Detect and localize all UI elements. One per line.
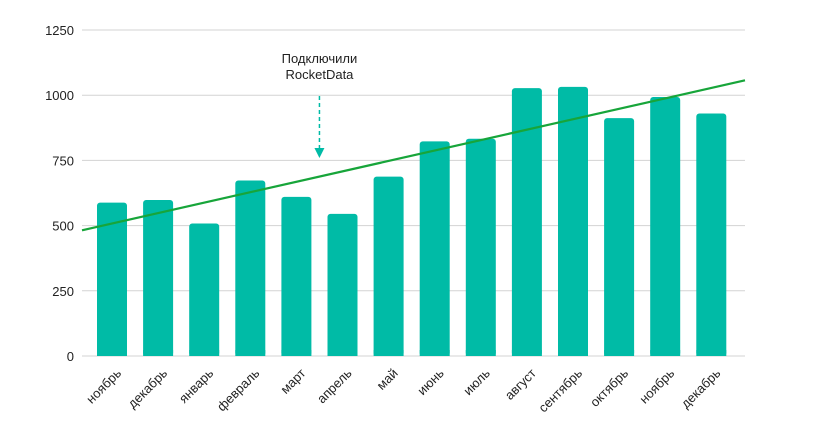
bar-base bbox=[189, 350, 220, 356]
x-tick-label: август bbox=[502, 365, 539, 402]
bar bbox=[327, 213, 358, 356]
bar-base bbox=[143, 350, 174, 356]
bar-base bbox=[558, 350, 588, 356]
bar-base bbox=[650, 350, 681, 356]
y-tick-label: 1250 bbox=[45, 23, 74, 38]
bar bbox=[97, 202, 127, 356]
x-tick-label: октябрь bbox=[587, 365, 631, 409]
bar bbox=[604, 118, 635, 357]
bar bbox=[143, 200, 174, 356]
bar-base bbox=[373, 350, 404, 356]
annotation-line-2: RocketData bbox=[285, 67, 354, 82]
bar-series bbox=[97, 86, 727, 357]
bar bbox=[558, 86, 588, 356]
bar-base bbox=[465, 350, 496, 356]
x-tick-label: февраль bbox=[214, 365, 263, 414]
bar-base bbox=[235, 350, 266, 356]
y-axis: 0 250 500 750 1000 1250 bbox=[45, 23, 74, 364]
y-tick-label: 1000 bbox=[45, 88, 74, 103]
gridlines bbox=[82, 29, 745, 357]
bar bbox=[650, 97, 681, 356]
x-tick-label: декабрь bbox=[125, 365, 171, 411]
x-tick-label: июнь bbox=[414, 365, 447, 398]
x-tick-label: декабрь bbox=[678, 365, 724, 411]
bar bbox=[419, 141, 450, 356]
bar bbox=[189, 223, 220, 356]
x-tick-label: май bbox=[374, 366, 401, 393]
bar bbox=[696, 113, 727, 357]
y-tick-label: 750 bbox=[52, 153, 74, 168]
x-tick-label: сентябрь bbox=[535, 365, 585, 415]
y-tick-label: 0 bbox=[67, 349, 74, 364]
bar-base bbox=[281, 350, 312, 356]
bar-base bbox=[604, 350, 635, 356]
bar bbox=[465, 138, 496, 356]
x-tick-label: март bbox=[277, 365, 308, 396]
annotation-line-1: Подключили bbox=[282, 51, 358, 66]
bar bbox=[235, 180, 266, 356]
y-tick-label: 500 bbox=[52, 219, 74, 234]
x-tick-label: апрель bbox=[314, 365, 355, 406]
trend-line-group bbox=[81, 79, 746, 232]
x-tick-label: январь bbox=[176, 365, 217, 406]
annotation: Подключили RocketData bbox=[282, 51, 358, 158]
bar bbox=[373, 176, 404, 356]
bar-base bbox=[696, 350, 727, 356]
x-tick-label: ноябрь bbox=[83, 365, 124, 406]
annotation-arrow-head bbox=[314, 148, 325, 158]
x-tick-label: ноябрь bbox=[636, 365, 677, 406]
bar-base bbox=[327, 350, 358, 356]
bar bbox=[281, 196, 312, 356]
bar-base bbox=[511, 350, 542, 356]
bar-base bbox=[97, 350, 127, 356]
x-tick-label: июль bbox=[460, 365, 493, 398]
y-tick-label: 250 bbox=[52, 284, 74, 299]
bar bbox=[511, 88, 542, 357]
trend-line bbox=[81, 79, 746, 232]
bar-base bbox=[419, 350, 450, 356]
